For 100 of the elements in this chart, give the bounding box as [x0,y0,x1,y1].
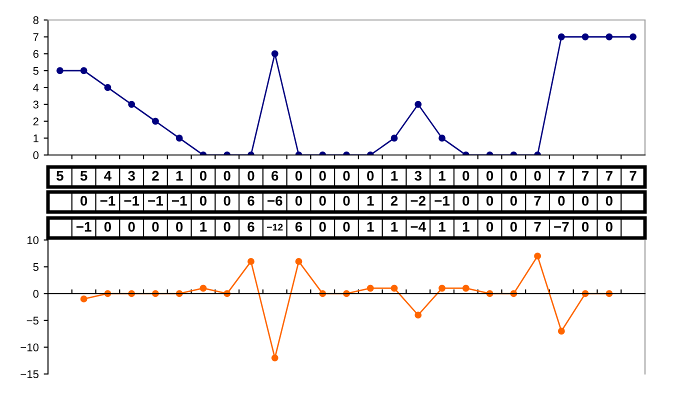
text: −2 [410,196,426,206]
data-label: 7 [558,171,565,181]
data-label: 0 [224,170,230,181]
point [200,284,207,292]
y-tick-label: 7 [33,33,38,41]
text: 0 [510,196,517,206]
y-tick-label: 3 [33,100,38,109]
text: 1 [391,222,398,232]
data-label: 0 [343,170,350,181]
text: 0 [176,222,183,232]
text: 7 [534,196,541,206]
data-label: 6 [272,170,278,181]
text: −7 [554,222,569,232]
data-label: 3 [128,170,135,181]
text: 0 [582,222,589,232]
point [414,312,422,319]
point [534,252,542,260]
point [80,67,88,74]
point [176,134,183,142]
point [438,134,446,142]
data-label: 0 [248,170,254,181]
point [414,100,422,108]
data-label: 1 [176,171,183,181]
y-tick-label: 1 [34,134,38,142]
text: 0 [510,222,517,232]
data-label: 1 [391,171,398,181]
data-label: 4 [104,171,112,181]
text: −4 [410,222,426,232]
point [271,354,278,362]
text: −1 [100,196,116,206]
y-tick-label: 0 [33,151,39,160]
text: 0 [486,222,494,232]
data-label: 0 [462,170,470,181]
data-label: 0 [319,170,326,181]
text: 6 [295,222,302,232]
y-tick-label: 0 [33,290,39,298]
point [438,284,446,292]
point [366,284,374,292]
point [558,33,565,40]
data-label: 5 [80,171,88,181]
data-label: 0 [510,170,517,181]
text: 1 [367,222,374,232]
text: 2 [390,196,398,206]
text: 6 [248,222,254,232]
text: −1 [434,196,450,206]
point [606,33,613,40]
text: −12 [267,224,283,231]
data-label: 1 [439,171,446,181]
text: 0 [128,222,135,232]
point [295,258,302,265]
data-label: 5 [56,171,64,181]
text: −1 [124,196,140,206]
point [271,50,278,58]
data-label: 0 [486,170,494,181]
text: 1 [367,196,374,206]
data-label: 3 [414,170,422,181]
y-tick-label: 5 [33,67,39,75]
y-tick-label: 10 [27,236,39,244]
y-tick-label: 2 [33,118,38,126]
point [582,33,589,40]
text: 0 [582,196,589,206]
text: 0 [319,196,326,206]
point [630,33,637,40]
data-label: 7 [582,171,589,181]
data-label: 0 [200,170,207,181]
y-tick-label: −10 [20,343,39,352]
y-tick-label: 4 [33,84,39,92]
text: 0 [200,196,207,206]
text: 0 [319,222,326,232]
text: 1 [200,222,207,232]
text: 1 [439,222,446,232]
text: 0 [343,196,350,206]
data-label: 0 [534,170,541,181]
y-tick-label: −5 [26,316,39,325]
y-tick-label: 5 [33,263,39,271]
text: 0 [462,196,470,206]
text: 0 [224,196,230,206]
text: 0 [558,196,565,206]
point [248,258,254,265]
text: 0 [486,196,494,206]
text: 0 [295,196,302,206]
y-tick-label: −15 [20,370,39,378]
y-tick-label: 6 [33,50,38,58]
data-label: 0 [295,170,302,181]
point [80,295,88,302]
text: −1 [76,222,92,232]
point [390,134,398,142]
point [152,118,159,125]
data-label: 0 [367,170,374,181]
point [56,67,64,74]
y-tick-label: 8 [33,16,38,24]
data-label: 7 [606,171,612,181]
text: −1 [172,196,187,206]
text: 0 [80,196,88,206]
text: 0 [606,196,612,206]
text: 0 [343,222,350,232]
point [390,284,398,292]
text: 7 [534,222,541,232]
point [558,328,565,335]
text: 0 [606,222,612,232]
